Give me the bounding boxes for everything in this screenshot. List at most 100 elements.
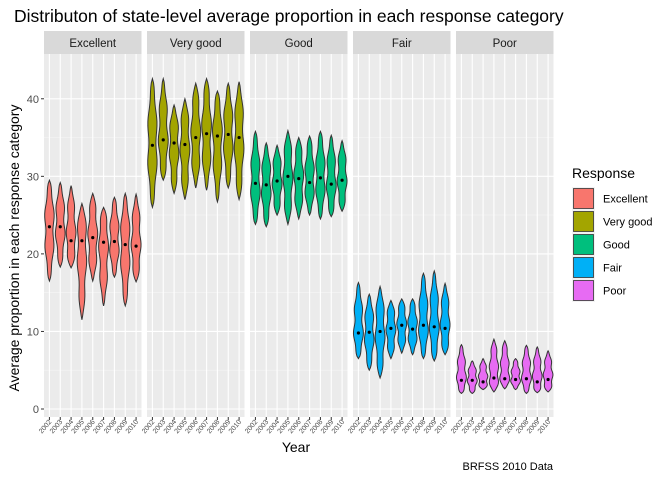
violin-2009 xyxy=(120,191,131,308)
median-point-2005 xyxy=(80,239,84,243)
legend-label: Excellent xyxy=(603,194,648,206)
violin-2008 xyxy=(418,271,429,360)
median-point-2010 xyxy=(237,135,241,140)
y-tick-label: 10 xyxy=(27,326,39,338)
facet-very-good: Very good2002200320042005200620072008200… xyxy=(141,31,245,436)
legend-item-very-good: Very good xyxy=(572,210,653,233)
median-point-2002 xyxy=(253,181,258,185)
facet-strip xyxy=(456,31,554,54)
legend-swatch xyxy=(573,211,594,232)
legend-item-fair: Fair xyxy=(572,256,622,279)
facet-strip xyxy=(44,31,142,54)
violin-2004 xyxy=(477,357,489,391)
violin-2008 xyxy=(109,195,120,279)
legend-label: Good xyxy=(603,240,630,252)
legend-label: Very good xyxy=(603,217,653,229)
violin-2007 xyxy=(510,357,521,391)
facet-strip-label: Poor xyxy=(493,38,517,50)
facet-strip xyxy=(250,31,348,54)
median-point-2004 xyxy=(378,329,382,334)
violin-2005 xyxy=(76,201,88,320)
legend-swatch xyxy=(573,188,594,209)
legend-items: Excellent Very good Good Fair Poor xyxy=(572,187,653,302)
median-point-2006 xyxy=(91,236,95,240)
median-point-2007 xyxy=(307,180,312,185)
median-point-2007 xyxy=(513,377,518,382)
violin-2008 xyxy=(520,344,532,395)
median-point-2010 xyxy=(340,178,344,182)
violin-2007 xyxy=(304,134,315,217)
chart-title: Distributon of state-level average propo… xyxy=(14,6,564,26)
median-point-2002 xyxy=(459,378,464,382)
violin-2006 xyxy=(499,339,511,390)
median-point-2010 xyxy=(134,244,138,248)
median-point-2006 xyxy=(297,177,301,181)
median-point-2007 xyxy=(101,240,106,244)
median-point-2010 xyxy=(546,377,550,382)
violin-2002 xyxy=(44,178,55,283)
median-point-2007 xyxy=(204,132,209,136)
violin-2010 xyxy=(542,349,554,393)
median-point-2008 xyxy=(318,176,323,180)
legend: Response Excellent Very good Good Fair Poor xyxy=(572,165,653,302)
median-point-2003 xyxy=(161,138,165,142)
violin-2005 xyxy=(488,337,500,393)
violin-2002 xyxy=(352,281,364,360)
median-point-2006 xyxy=(503,377,507,381)
median-point-2006 xyxy=(400,323,404,327)
median-point-2004 xyxy=(69,239,73,243)
x-tick-label: 2010 xyxy=(331,419,346,436)
median-point-2004 xyxy=(275,179,279,183)
median-point-2004 xyxy=(172,141,176,145)
median-point-2002 xyxy=(47,225,52,229)
x-axis-label: Year xyxy=(282,439,311,455)
legend-swatch xyxy=(573,257,594,278)
facet-strip-label: Good xyxy=(285,38,313,50)
median-point-2003 xyxy=(58,225,62,229)
median-point-2006 xyxy=(194,135,198,140)
median-point-2009 xyxy=(226,132,230,137)
violin-2007 xyxy=(98,206,110,306)
violin-2010 xyxy=(439,281,451,356)
median-point-2003 xyxy=(470,378,474,382)
violin-2010 xyxy=(336,139,348,213)
median-point-2005 xyxy=(389,326,393,330)
x-tick-label: 2010 xyxy=(537,419,552,436)
median-point-2002 xyxy=(356,331,361,335)
y-tick-label: 20 xyxy=(27,249,39,261)
violin-2008 xyxy=(212,89,223,204)
legend-swatch xyxy=(573,280,594,301)
legend-item-good: Good xyxy=(572,233,630,256)
violin-2003 xyxy=(54,181,66,269)
median-point-2007 xyxy=(410,327,415,331)
violin-2007 xyxy=(407,297,418,356)
facet-panels: Excellent2002200320042005200620072008200… xyxy=(38,31,554,436)
median-point-2004 xyxy=(481,380,485,384)
median-point-2005 xyxy=(183,142,187,147)
legend-label: Poor xyxy=(603,286,627,298)
median-point-2009 xyxy=(432,325,436,329)
median-point-2009 xyxy=(535,380,539,384)
legend-item-poor: Poor xyxy=(572,279,627,302)
legend-label: Fair xyxy=(603,263,622,275)
facet-strip-label: Fair xyxy=(392,38,412,50)
median-point-2003 xyxy=(367,330,371,334)
facet-strip xyxy=(353,31,451,54)
median-point-2002 xyxy=(150,143,155,147)
x-tick-label: 2010 xyxy=(228,419,243,436)
violin-2008 xyxy=(315,129,326,221)
x-tick-label: 2010 xyxy=(434,419,449,436)
violin-2002 xyxy=(250,129,261,226)
violin-2010 xyxy=(233,81,245,202)
facet-excellent: Excellent2002200320042005200620072008200… xyxy=(38,31,142,436)
violin-2010 xyxy=(130,192,142,284)
x-tick-label: 2010 xyxy=(125,419,140,436)
violin-2002 xyxy=(147,76,158,210)
violin-2003 xyxy=(466,360,478,395)
y-axis-label: Average proportion in each response cate… xyxy=(6,105,22,392)
facet-strip xyxy=(147,31,245,54)
